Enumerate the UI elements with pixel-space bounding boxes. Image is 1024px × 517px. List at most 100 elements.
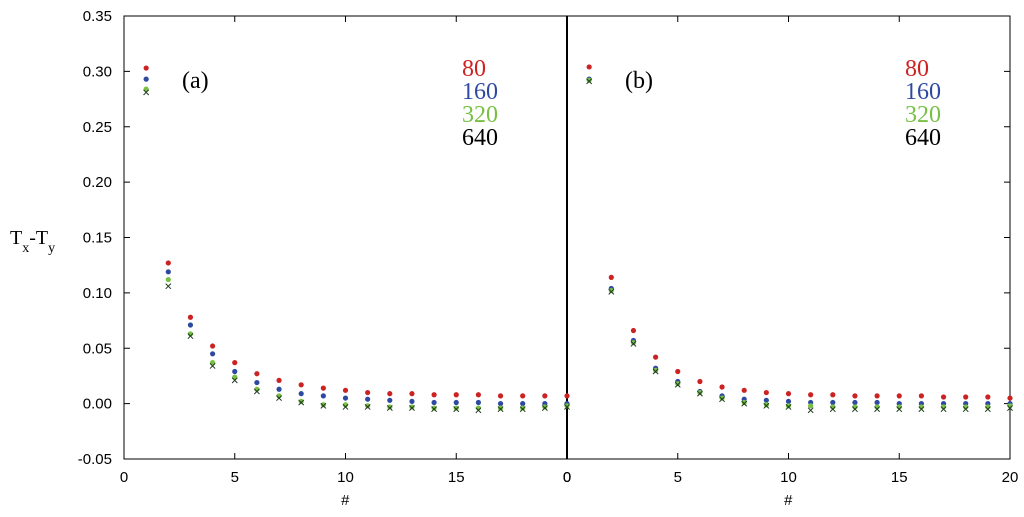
x-axis-title-b: # [784, 492, 793, 509]
data-point-640 [143, 89, 150, 96]
data-point-80 [497, 393, 504, 399]
x-tick-label: 5 [674, 469, 682, 486]
data-point-640 [475, 407, 482, 414]
data-point-160 [520, 401, 526, 407]
data-point-640 [785, 403, 792, 410]
data-points [143, 64, 1013, 414]
legend-b-entry-640: 640 [905, 125, 941, 151]
data-point-320 [365, 403, 371, 409]
x-tick-label: 20 [1002, 469, 1019, 486]
y-tick-label: 0.30 [83, 63, 112, 80]
data-point-160 [276, 386, 282, 392]
panel-label-a: (a) [182, 68, 209, 94]
data-point-80 [365, 389, 371, 396]
axis-tick-labels: -0.05 0.00 0.05 0.10 0.15 0.20 0.25 0.30 0.35 0 5 1… [78, 8, 1019, 486]
data-point-160 [298, 391, 304, 397]
data-point-320 [608, 288, 614, 294]
data-point-320 [320, 402, 326, 408]
data-point-160 [210, 351, 216, 357]
data-point-160 [852, 399, 858, 406]
data-point-640 [431, 406, 438, 413]
y-tick-label: -0.05 [78, 451, 112, 468]
data-point-160 [187, 322, 194, 328]
data-point-80 [276, 377, 282, 383]
data-point-320 [808, 403, 814, 409]
data-point-640 [276, 395, 283, 402]
y-axis-title: Tx-Ty [10, 227, 55, 256]
x-axis-title-a: # [341, 492, 350, 509]
y-tick-label: 0.10 [83, 285, 112, 302]
data-point-80 [852, 393, 858, 399]
data-point-640 [231, 377, 238, 384]
data-point-80 [387, 391, 393, 397]
data-point-640 [763, 402, 770, 409]
data-point-80 [143, 65, 149, 71]
data-point-80 [918, 393, 925, 399]
data-point-640 [408, 405, 415, 412]
data-point-640 [541, 405, 548, 412]
data-point-640 [253, 388, 260, 395]
data-point-640 [962, 406, 969, 413]
data-point-80 [342, 387, 349, 393]
data-point-80 [630, 327, 637, 334]
data-point-640 [807, 407, 814, 414]
data-point-320 [697, 389, 703, 396]
data-point-80 [431, 392, 437, 398]
data-point-80 [475, 392, 481, 398]
legend-a-entry-160: 160 [462, 79, 498, 105]
x-tick-label: 15 [448, 469, 465, 486]
data-point-80 [187, 314, 194, 320]
data-point-80 [564, 393, 570, 399]
data-point-640 [320, 402, 327, 409]
data-point-640 [851, 406, 858, 413]
data-point-640 [940, 406, 947, 413]
data-point-320 [564, 403, 570, 409]
data-point-640 [209, 363, 216, 369]
data-point-80 [675, 368, 681, 375]
data-point-80 [830, 392, 836, 398]
panel-label-b: (b) [625, 68, 653, 94]
data-point-320 [586, 77, 592, 83]
data-point-80 [874, 393, 880, 399]
data-point-640 [918, 406, 925, 413]
data-point-160 [342, 395, 349, 401]
legend-a: 80 160 320 640 [462, 56, 498, 151]
data-point-80 [586, 64, 592, 70]
data-point-160 [143, 76, 149, 82]
x-tick-label: 5 [231, 469, 239, 486]
data-point-80 [165, 260, 171, 266]
data-point-80 [808, 392, 814, 398]
data-point-80 [254, 371, 260, 377]
data-point-80 [985, 394, 991, 400]
data-point-640 [719, 396, 726, 403]
legend-a-entry-320: 320 [462, 102, 498, 128]
data-point-80 [542, 393, 548, 399]
data-point-320 [785, 403, 792, 409]
data-point-640 [874, 406, 881, 413]
data-point-640 [298, 399, 305, 406]
y-axis-title-mid: -T [29, 227, 48, 249]
data-point-160 [387, 397, 393, 403]
data-point-80 [697, 378, 703, 385]
x-tick-label: 0 [120, 469, 128, 486]
data-point-320 [453, 405, 459, 411]
data-point-320 [630, 340, 637, 346]
data-point-320 [675, 381, 681, 387]
data-point-160 [475, 399, 481, 406]
x-tick-label: 10 [337, 469, 354, 486]
data-point-640 [608, 288, 615, 295]
data-point-320 [387, 404, 393, 410]
data-point-160 [874, 399, 880, 406]
legend-b-entry-80: 80 [905, 56, 929, 82]
legend-a-entry-80: 80 [462, 56, 486, 82]
y-tick-label: 0.15 [83, 230, 112, 247]
data-point-640 [497, 406, 504, 413]
y-tick-label: 0.25 [83, 119, 112, 136]
data-point-160 [232, 368, 238, 375]
data-point-80 [896, 393, 902, 399]
data-point-320 [542, 404, 548, 410]
data-point-160 [165, 269, 171, 275]
data-point-640 [453, 406, 460, 413]
data-point-320 [143, 86, 149, 92]
